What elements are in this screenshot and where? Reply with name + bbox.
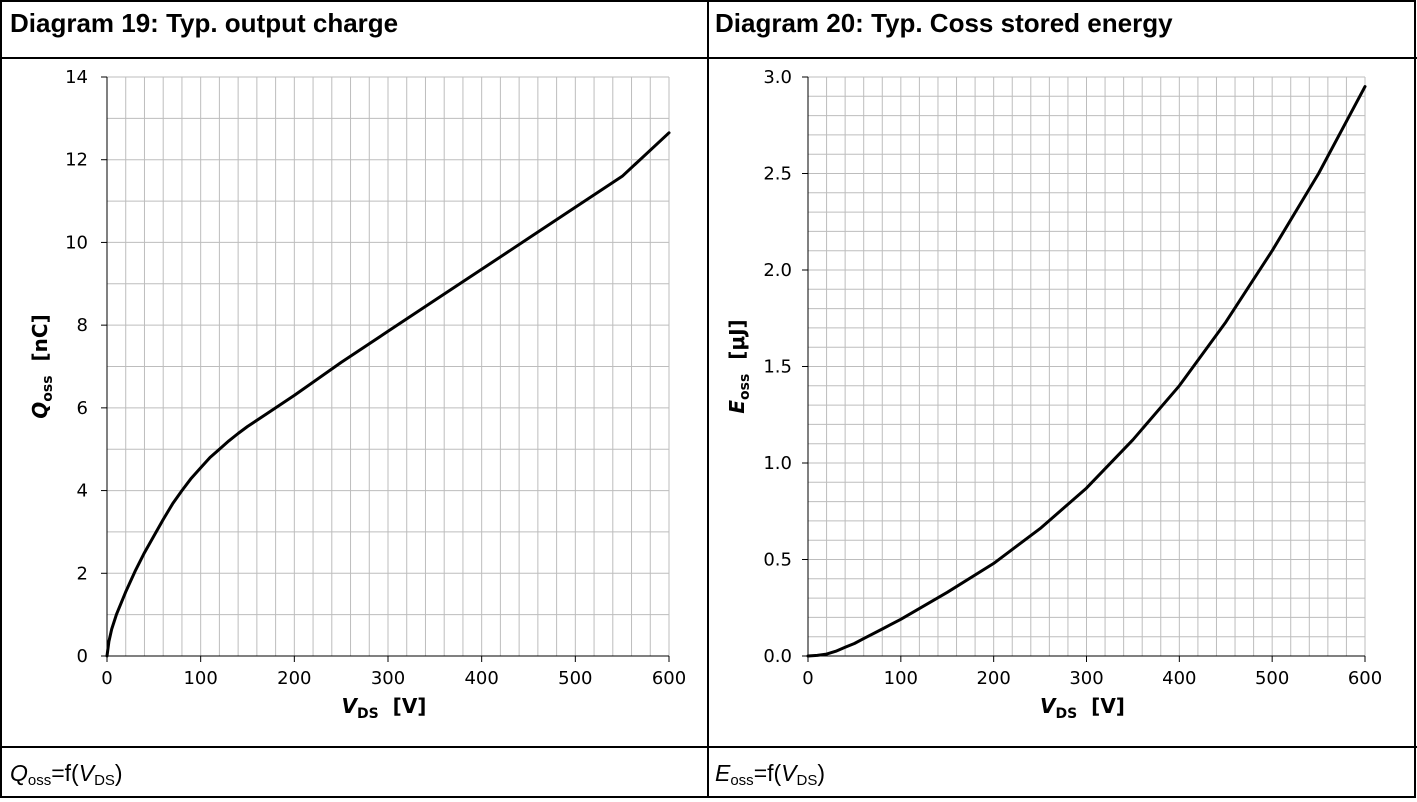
right-y-tick-label: 2.5 (763, 164, 792, 185)
left-y-tick-label: 0 (77, 646, 88, 667)
right-x-tick-label: 600 (1348, 668, 1382, 689)
right-x-tick-label: 400 (1162, 668, 1196, 689)
panel-title-left: Diagram 19: Typ. output charge (10, 8, 399, 38)
caption-right: Eoss=f(VDS) (715, 760, 825, 789)
caption-right-symbol: E (715, 760, 731, 786)
right-x-tick-label: 0 (802, 668, 813, 689)
caption-right-close: ) (817, 760, 826, 786)
caption-right-arg-sub: DS (796, 772, 818, 789)
caption-right-arg: V (781, 760, 797, 786)
right-y-tick-label: 1.0 (763, 453, 792, 474)
left-x-tick-label: 500 (558, 668, 592, 689)
right-y-axis-label: Eoss [μJ] (725, 319, 753, 413)
caption-left: Qoss=f(VDS) (10, 760, 123, 789)
caption-left-arg-sub: DS (94, 772, 115, 789)
right-y-tick-label: 2.0 (763, 260, 792, 281)
right-y-tick-label: 1.5 (763, 357, 792, 378)
left-y-tick-label: 10 (65, 232, 88, 253)
left-y-tick-label: 4 (77, 481, 88, 502)
left-series-line-0 (105, 131, 671, 658)
left-y-tick-label: 2 (77, 563, 88, 584)
left-x-tick-label: 300 (371, 668, 405, 689)
right-x-axis-label: VDS [V] (1040, 694, 1125, 722)
caption-right-func: =f( (753, 760, 782, 786)
caption-left-arg: V (78, 760, 95, 786)
left-y-tick-label: 14 (65, 67, 88, 88)
panel-title-right: Diagram 20: Typ. Coss stored energy (715, 8, 1173, 38)
left-y-tick-label: 6 (77, 398, 88, 419)
right-x-tick-label: 200 (976, 668, 1010, 689)
left-y-axis-label: Qoss [nC] (28, 314, 56, 418)
caption-left-symbol-sub: oss (27, 772, 52, 789)
caption-left-symbol: Q (10, 760, 28, 786)
right-y-tick-label: 3.0 (763, 67, 792, 88)
left-y-tick-label: 12 (65, 150, 88, 171)
right-x-tick-label: 500 (1255, 668, 1289, 689)
right-series-line-0 (806, 85, 1367, 658)
left-x-tick-label: 200 (277, 668, 311, 689)
caption-left-close: ) (114, 760, 123, 786)
left-x-tick-label: 600 (652, 668, 686, 689)
left-x-tick-label: 0 (101, 668, 112, 689)
left-x-axis-label: VDS [V] (342, 694, 427, 722)
caption-right-symbol-sub: oss (730, 772, 754, 789)
caption-left-func: =f( (51, 760, 79, 786)
right-y-tick-label: 0.5 (763, 550, 792, 571)
left-x-tick-label: 400 (464, 668, 498, 689)
left-x-tick-label: 100 (183, 668, 217, 689)
right-x-tick-label: 300 (1069, 668, 1103, 689)
right-y-tick-label: 0.0 (763, 646, 792, 667)
right-x-tick-label: 100 (884, 668, 918, 689)
left-y-tick-label: 8 (77, 315, 88, 336)
